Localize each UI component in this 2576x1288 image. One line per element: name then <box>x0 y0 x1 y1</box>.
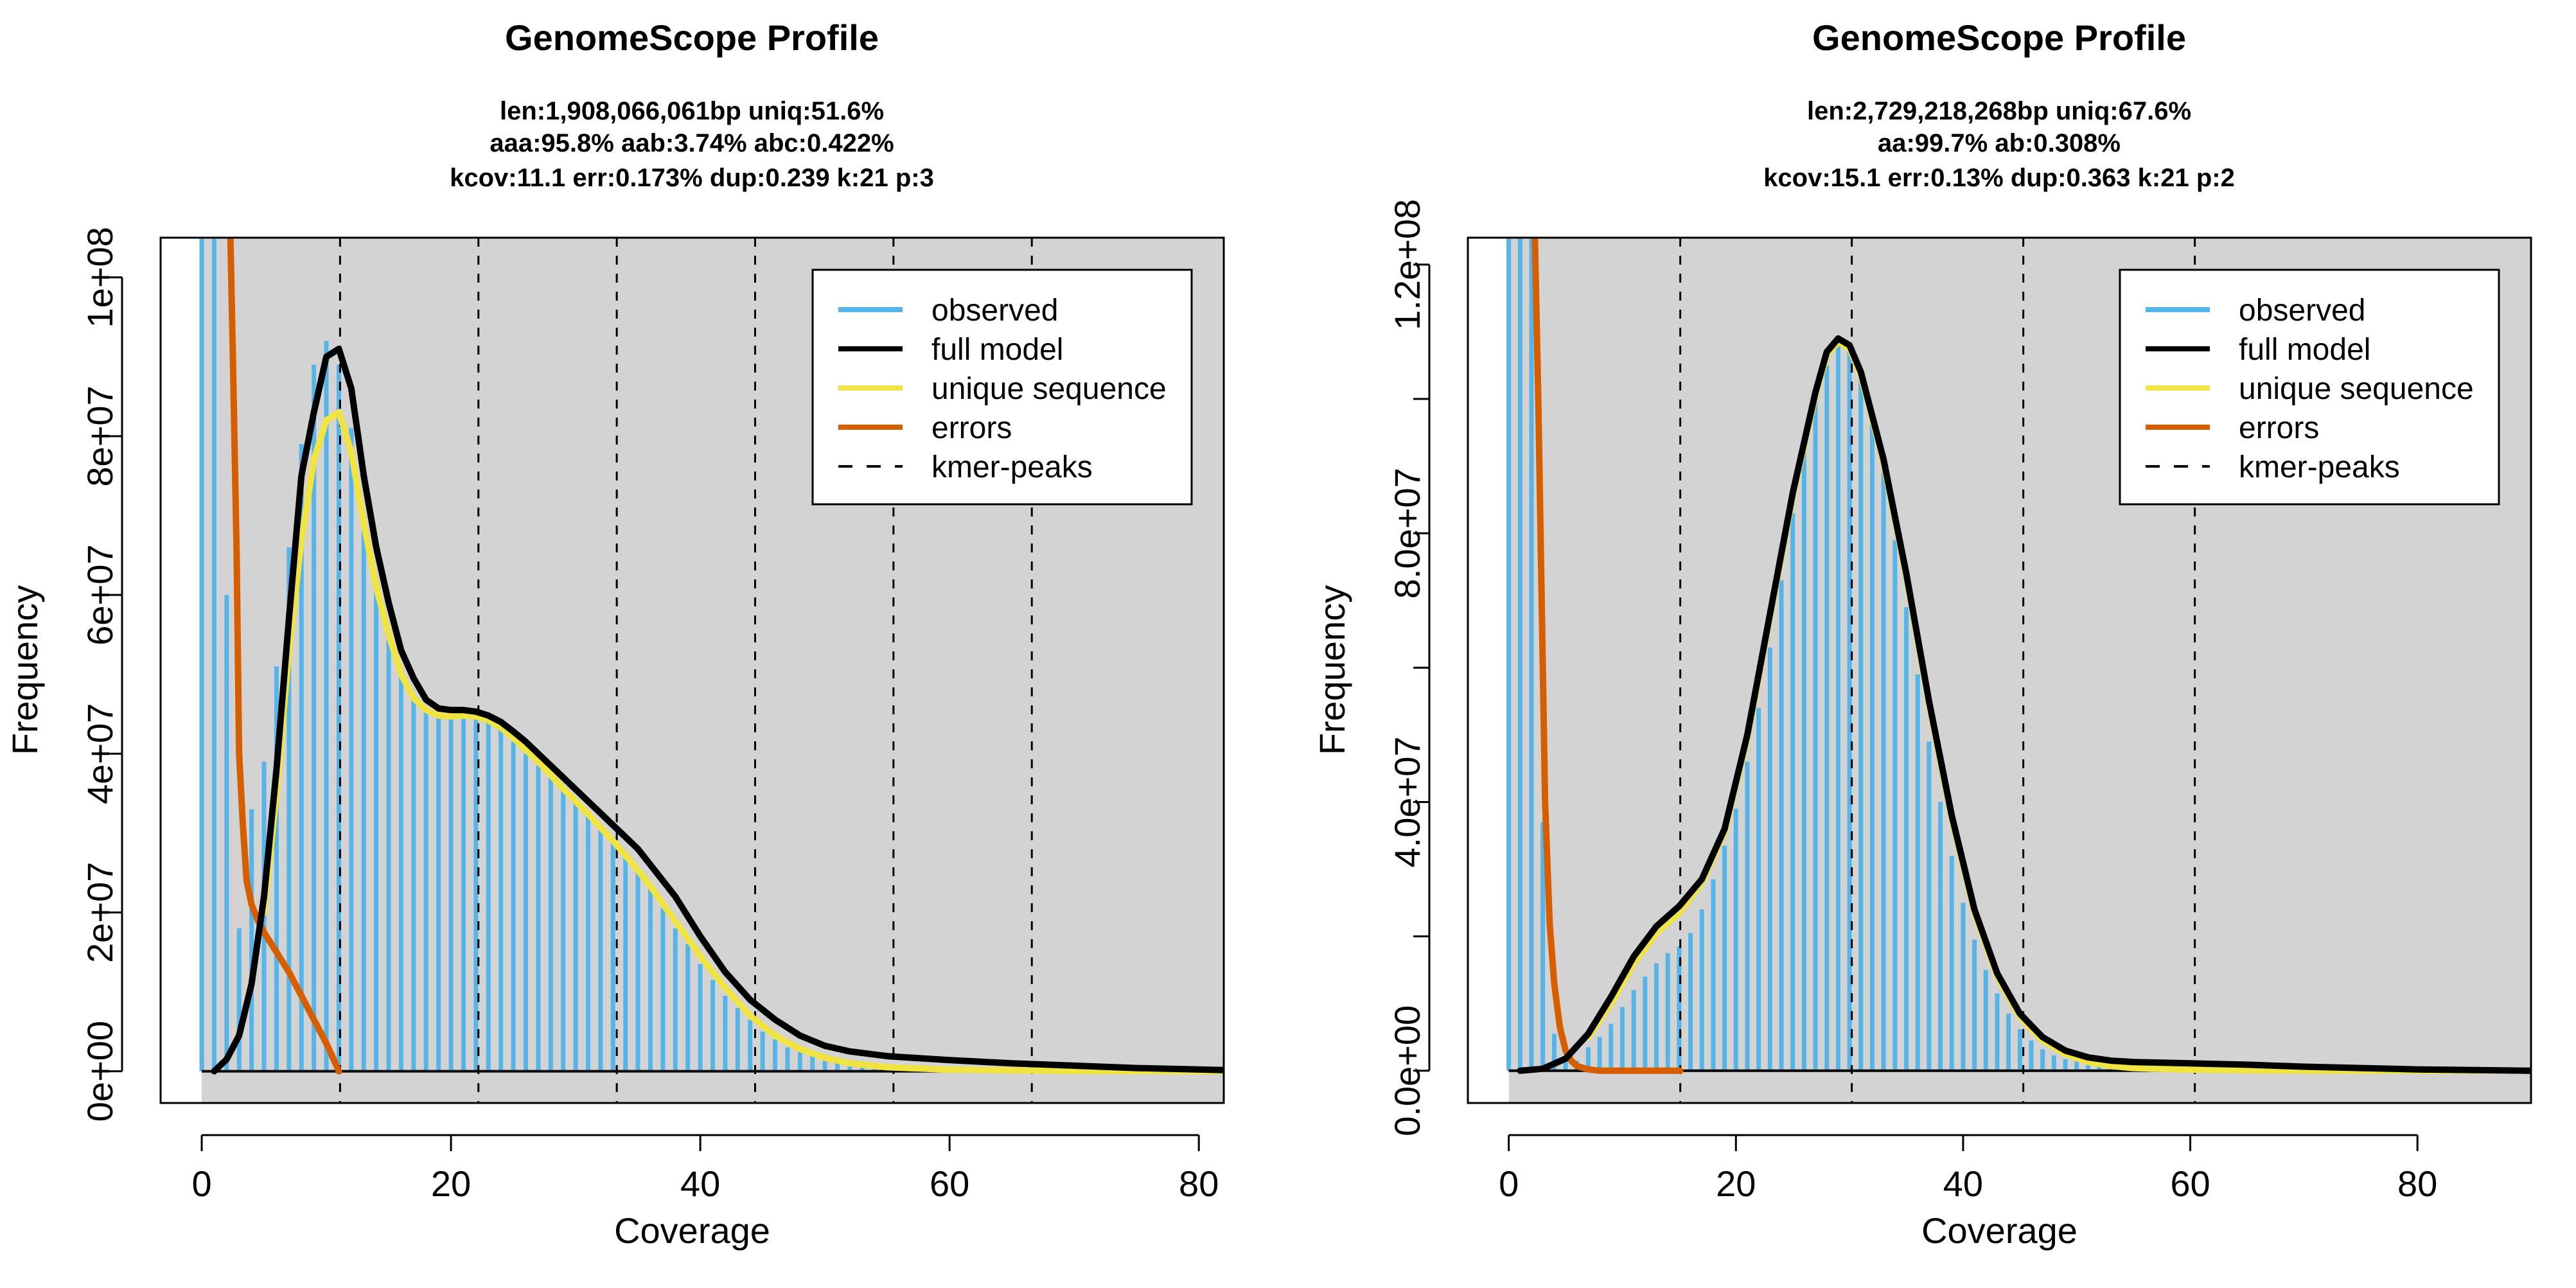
legend-label: unique sequence <box>2239 372 2474 406</box>
legend-label: unique sequence <box>931 372 1167 406</box>
errors-line <box>1531 238 1684 1074</box>
plot-frame <box>1467 236 2532 1104</box>
x-tick-label: 80 <box>2397 1163 2437 1204</box>
y-tick-label: 4.0e+07 <box>1387 736 1427 867</box>
x-tick-label: 60 <box>930 1163 969 1204</box>
unique-sequence-line <box>261 409 1224 1075</box>
full-model-line <box>211 346 1224 1075</box>
x-tick-label: 0 <box>1499 1163 1519 1204</box>
y-axis: 0e+00 2e+07 4e+07 6e+07 8e+07 1e+08 <box>80 227 123 1122</box>
legend-label: full model <box>931 333 1063 367</box>
y-axis-label: Frequency <box>4 585 45 755</box>
legend-label: errors <box>2239 411 2319 445</box>
legend-label: kmer-peaks <box>2239 450 2400 484</box>
x-tick-label: 0 <box>191 1163 211 1204</box>
x-tick-label: 40 <box>1943 1163 1983 1204</box>
legend: observed full model unique sequence errors k… <box>2119 269 2500 506</box>
x-tick-label: 60 <box>2170 1163 2210 1204</box>
x-axis: 0 20 40 60 80 <box>191 1134 1219 1204</box>
legend-label: errors <box>931 411 1012 445</box>
chart-right: GenomeScope Profile len:2,729,218,268bp u… <box>1312 17 2532 1251</box>
observed-series <box>199 238 1224 1072</box>
y-tick-label: 8.0e+07 <box>1387 468 1427 599</box>
subtitle-line: kcov:11.1 err:0.173% dup:0.239 k:21 p:3 <box>450 164 934 192</box>
plot-frame <box>159 236 1225 1104</box>
y-axis-label: Frequency <box>1312 585 1352 755</box>
subtitle-line: aa:99.7% ab:0.308% <box>1878 129 2121 157</box>
legend-label: kmer-peaks <box>931 450 1093 484</box>
y-tick-label: 1.2e+08 <box>1387 199 1427 330</box>
full-model-line <box>1517 335 2531 1074</box>
subtitle-line: kcov:15.1 err:0.13% dup:0.363 k:21 p:2 <box>1763 164 2235 192</box>
y-tick-label: 8e+07 <box>80 385 120 486</box>
y-tick-label: 2e+07 <box>80 862 120 963</box>
legend-label: observed <box>931 294 1058 328</box>
legend-label: full model <box>2239 333 2370 367</box>
x-tick-label: 20 <box>431 1163 471 1204</box>
legend-label: observed <box>2239 294 2365 328</box>
x-axis: 0 20 40 60 80 <box>1499 1134 2437 1204</box>
chart-title: GenomeScope Profile <box>505 17 879 58</box>
x-tick-label: 40 <box>680 1163 720 1204</box>
chart-left: GenomeScope Profile len:1,908,066,061bp u… <box>4 17 1225 1251</box>
x-axis-label: Coverage <box>1921 1210 2078 1251</box>
y-tick-label: 1e+08 <box>80 227 120 328</box>
y-axis: 0.0e+00 4.0e+07 8.0e+07 1.2e+08 <box>1387 199 1431 1136</box>
subtitle-line: len:2,729,218,268bp uniq:67.6% <box>1807 97 2191 125</box>
chart-title: GenomeScope Profile <box>1812 17 2186 58</box>
x-axis-label: Coverage <box>614 1210 770 1251</box>
legend: observed full model unique sequence errors k… <box>811 269 1193 506</box>
y-tick-label: 6e+07 <box>80 544 120 645</box>
x-tick-label: 20 <box>1716 1163 1756 1204</box>
y-tick-label: 0.0e+00 <box>1387 1005 1427 1136</box>
subtitle-line: aaa:95.8% aab:3.74% abc:0.422% <box>490 129 894 157</box>
y-tick-label: 0e+00 <box>80 1021 120 1122</box>
y-tick-label: 4e+07 <box>80 703 120 804</box>
x-tick-label: 80 <box>1179 1163 1219 1204</box>
subtitle-line: len:1,908,066,061bp uniq:51.6% <box>500 97 884 125</box>
